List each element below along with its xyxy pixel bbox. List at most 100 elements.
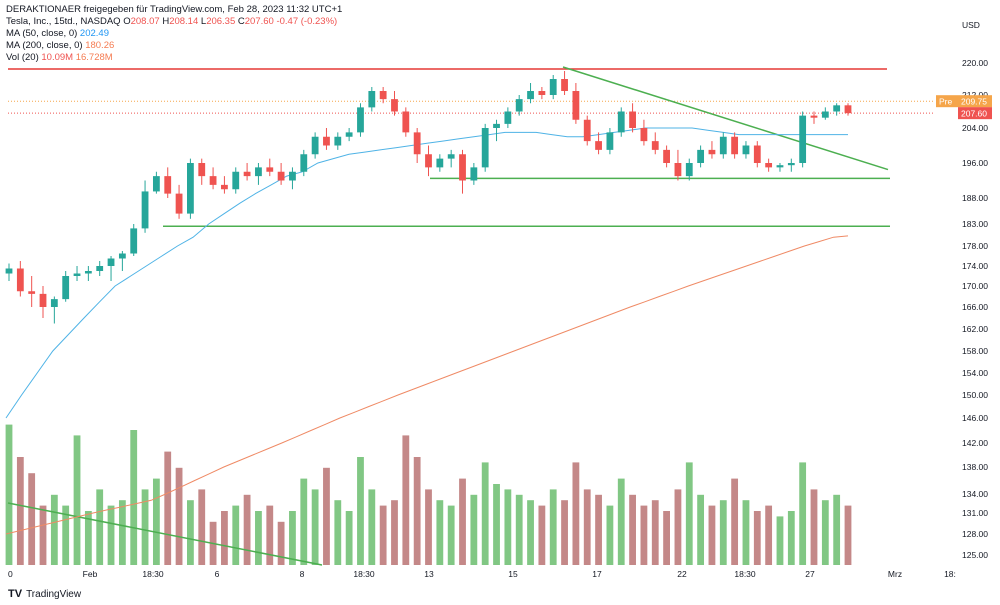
- y-tick-label: 166.00: [962, 302, 988, 312]
- volume-bar: [255, 511, 262, 565]
- candle-body: [232, 171, 240, 190]
- x-tick-label: 27: [805, 569, 815, 579]
- candle-body: [198, 163, 206, 177]
- x-tick-label: 18:30: [353, 569, 375, 579]
- y-tick-label: 131.00: [962, 508, 988, 518]
- volume-bar: [799, 462, 807, 565]
- candle-body: [583, 119, 591, 142]
- candle-body: [50, 299, 58, 307]
- currency-label: USD: [962, 20, 980, 30]
- open-value: 208.07: [130, 16, 160, 27]
- footer: TV TradingView: [8, 588, 81, 600]
- candle-body: [447, 154, 455, 159]
- candle-body: [39, 293, 47, 307]
- ma50-line[interactable]: MA (50, close, 0) 202.49: [6, 28, 342, 40]
- volume-bar: [164, 451, 172, 565]
- volume-bar: [175, 467, 183, 565]
- candle-body: [719, 136, 727, 155]
- volume-bar: [96, 489, 104, 565]
- volume-bar: [753, 511, 761, 565]
- candle-body: [73, 273, 81, 276]
- volume-bar: [606, 505, 614, 565]
- y-tick-label: 146.00: [962, 413, 988, 423]
- y-tick-label: 138.00: [962, 462, 988, 472]
- volume-bar: [742, 500, 750, 565]
- candle-body: [96, 266, 104, 271]
- volume-bar: [266, 505, 274, 565]
- volume-bar: [617, 478, 625, 565]
- candle-body: [685, 163, 693, 177]
- volume-bar: [107, 505, 115, 565]
- volume-bar: [527, 500, 534, 565]
- volume-bar: [221, 511, 228, 565]
- y-tick-label: 170.00: [962, 281, 988, 291]
- x-tick-label: 18:: [944, 569, 956, 579]
- volume-bar: [787, 511, 795, 565]
- volume-bar: [277, 521, 285, 565]
- candle-body: [504, 111, 512, 124]
- x-tick-label: 18:30: [734, 569, 756, 579]
- close-label: C: [237, 16, 245, 27]
- volume-bar: [391, 500, 398, 565]
- volume-bar: [515, 494, 523, 565]
- candle-body: [402, 111, 410, 133]
- volume-trend-line: [7, 502, 323, 566]
- candle-body: [810, 115, 818, 118]
- volume-bar: [708, 505, 716, 565]
- candle-body: [413, 132, 421, 155]
- volume-line[interactable]: Vol (20) 10.09M 16.728M: [6, 52, 342, 64]
- ma200-label: MA (200, close, 0): [6, 40, 83, 51]
- pre-badge-bg: [936, 95, 958, 108]
- candle-body: [787, 163, 795, 166]
- candle-body: [765, 163, 773, 168]
- candle-body: [538, 91, 546, 95]
- open-label: O: [123, 16, 131, 27]
- candle-body: [742, 145, 750, 155]
- candle-body: [674, 163, 682, 177]
- chart-legend: DERAKTIONAER freigegeben für TradingView…: [6, 4, 342, 64]
- y-tick-label: 212.00: [962, 90, 988, 100]
- volume-bar: [425, 489, 432, 565]
- ma200-line: [5, 235, 849, 535]
- candle-body: [311, 136, 319, 155]
- volume-bar: [379, 505, 387, 565]
- volume-bar: [16, 457, 24, 565]
- ohlc-line: Tesla, Inc., 15td., NASDAQ O208.07 H208.…: [6, 16, 342, 28]
- change-value: -0.47 (-0.23%): [276, 16, 338, 27]
- volume-bar: [685, 462, 693, 565]
- y-tick-label: 178.00: [962, 241, 988, 251]
- candle-body: [107, 258, 115, 266]
- volume-bar: [481, 462, 489, 565]
- candle-body: [323, 136, 330, 146]
- y-tick-label: 162.00: [962, 324, 988, 334]
- y-tick-label: 158.00: [962, 346, 988, 356]
- volume-bar: [776, 516, 784, 565]
- volume-bar: [549, 489, 557, 565]
- candle-body: [300, 154, 308, 172]
- volume-bar: [765, 505, 773, 565]
- candle-body: [697, 149, 705, 163]
- volume-bar: [84, 511, 92, 565]
- close-value: 207.60: [244, 16, 274, 27]
- x-tick-label: 17: [592, 569, 602, 579]
- candle-body: [640, 128, 648, 142]
- low-label: L: [200, 16, 207, 27]
- volume-bar: [368, 489, 376, 565]
- volume-bar: [629, 494, 636, 565]
- volume-bar: [334, 500, 342, 565]
- candle-body: [152, 176, 160, 192]
- candle-body: [595, 141, 602, 150]
- volume-bar: [844, 505, 852, 565]
- volume-bar: [833, 494, 841, 565]
- candle-body: [357, 107, 364, 133]
- y-tick-label: 183.00: [962, 219, 988, 229]
- pre-price-tag: 209.75: [961, 97, 987, 107]
- last-price-tag: 207.60: [961, 109, 987, 119]
- ma200-line[interactable]: MA (200, close, 0) 180.26: [6, 40, 342, 52]
- volume-bar: [130, 430, 138, 565]
- candle-body: [266, 167, 274, 172]
- candle-body: [141, 191, 149, 229]
- candle-body: [617, 111, 625, 133]
- volume-bar: [5, 424, 13, 565]
